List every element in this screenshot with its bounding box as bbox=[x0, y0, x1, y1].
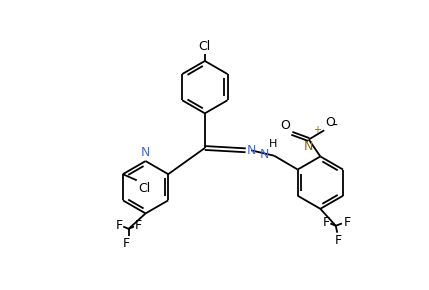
Text: N: N bbox=[141, 146, 150, 159]
Text: -: - bbox=[332, 119, 337, 133]
Text: N: N bbox=[260, 148, 269, 162]
Text: Cl: Cl bbox=[138, 182, 151, 195]
Text: Cl: Cl bbox=[199, 40, 211, 53]
Text: F: F bbox=[123, 237, 130, 250]
Text: F: F bbox=[115, 219, 122, 232]
Text: N: N bbox=[304, 140, 314, 153]
Text: O: O bbox=[325, 116, 335, 129]
Text: F: F bbox=[323, 216, 329, 229]
Text: F: F bbox=[135, 219, 142, 232]
Text: O: O bbox=[281, 119, 290, 132]
Text: H: H bbox=[269, 139, 277, 149]
Text: +: + bbox=[313, 125, 320, 135]
Text: N: N bbox=[246, 144, 256, 157]
Text: F: F bbox=[335, 234, 341, 247]
Text: F: F bbox=[344, 216, 350, 229]
